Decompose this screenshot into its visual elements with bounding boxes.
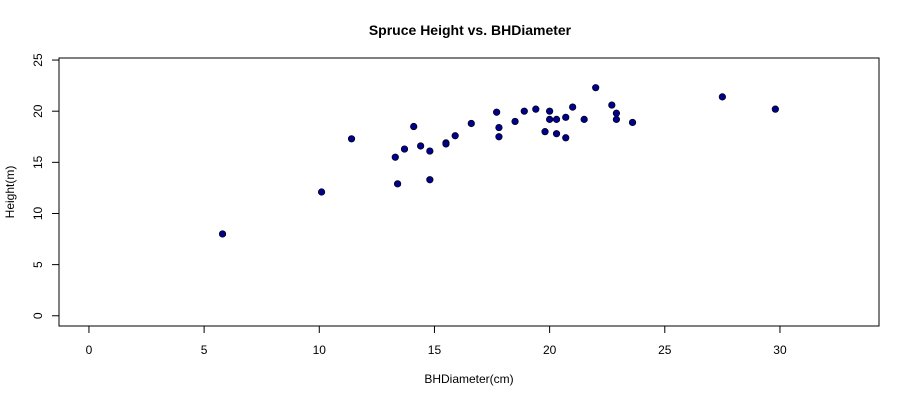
y-tick-label: 25 — [31, 53, 45, 67]
x-tick-label: 25 — [658, 343, 672, 357]
y-axis-label: Height(m) — [3, 166, 17, 219]
data-point — [520, 107, 528, 115]
data-point — [541, 128, 549, 136]
y-tick-label: 0 — [31, 312, 45, 319]
x-tick-label: 30 — [773, 343, 787, 357]
data-point — [426, 176, 434, 184]
data-point — [410, 122, 418, 131]
data-point — [612, 115, 621, 123]
data-point — [426, 147, 434, 155]
chart-title: Spruce Height vs. BHDiameter — [369, 22, 572, 38]
x-tick-label: 0 — [86, 343, 93, 357]
y-tick-label: 20 — [31, 104, 45, 118]
x-tick-label: 15 — [428, 343, 442, 357]
data-point — [562, 113, 570, 121]
data-point — [400, 145, 409, 153]
y-tick-label: 10 — [31, 206, 45, 220]
y-tick-label: 15 — [31, 155, 45, 169]
data-point — [467, 119, 475, 128]
data-point — [628, 118, 637, 127]
data-point — [417, 142, 425, 150]
data-point — [532, 105, 540, 113]
x-tick-label: 10 — [313, 343, 327, 357]
data-point — [546, 107, 554, 115]
y-axis: 0 5 10 15 20 25 — [31, 53, 60, 319]
data-point — [580, 115, 588, 123]
data-point — [771, 105, 779, 113]
data-point — [442, 140, 450, 148]
data-point — [612, 109, 621, 117]
x-axis: 0 5 10 15 20 25 30 — [86, 325, 787, 357]
x-tick-label: 5 — [201, 343, 208, 357]
data-point — [493, 108, 501, 116]
data-point — [562, 134, 570, 142]
data-point — [569, 103, 577, 111]
data-point — [451, 132, 459, 140]
data-point — [347, 135, 356, 143]
data-point — [391, 153, 399, 161]
x-tick-label: 20 — [543, 343, 557, 357]
data-point — [511, 117, 519, 126]
x-axis-label: BHDiameter(cm) — [424, 372, 513, 386]
data-point — [552, 130, 561, 138]
data-point — [546, 115, 554, 123]
data-point — [552, 115, 561, 123]
data-point — [393, 180, 402, 188]
data-point — [592, 84, 600, 92]
data-point — [608, 101, 616, 109]
data-point — [718, 93, 726, 101]
data-point — [218, 230, 227, 238]
data-point — [495, 123, 503, 132]
data-point — [495, 133, 503, 141]
plot-frame — [58, 57, 880, 327]
data-point — [317, 188, 326, 196]
y-tick-label: 5 — [31, 261, 45, 268]
data-points — [218, 84, 779, 238]
